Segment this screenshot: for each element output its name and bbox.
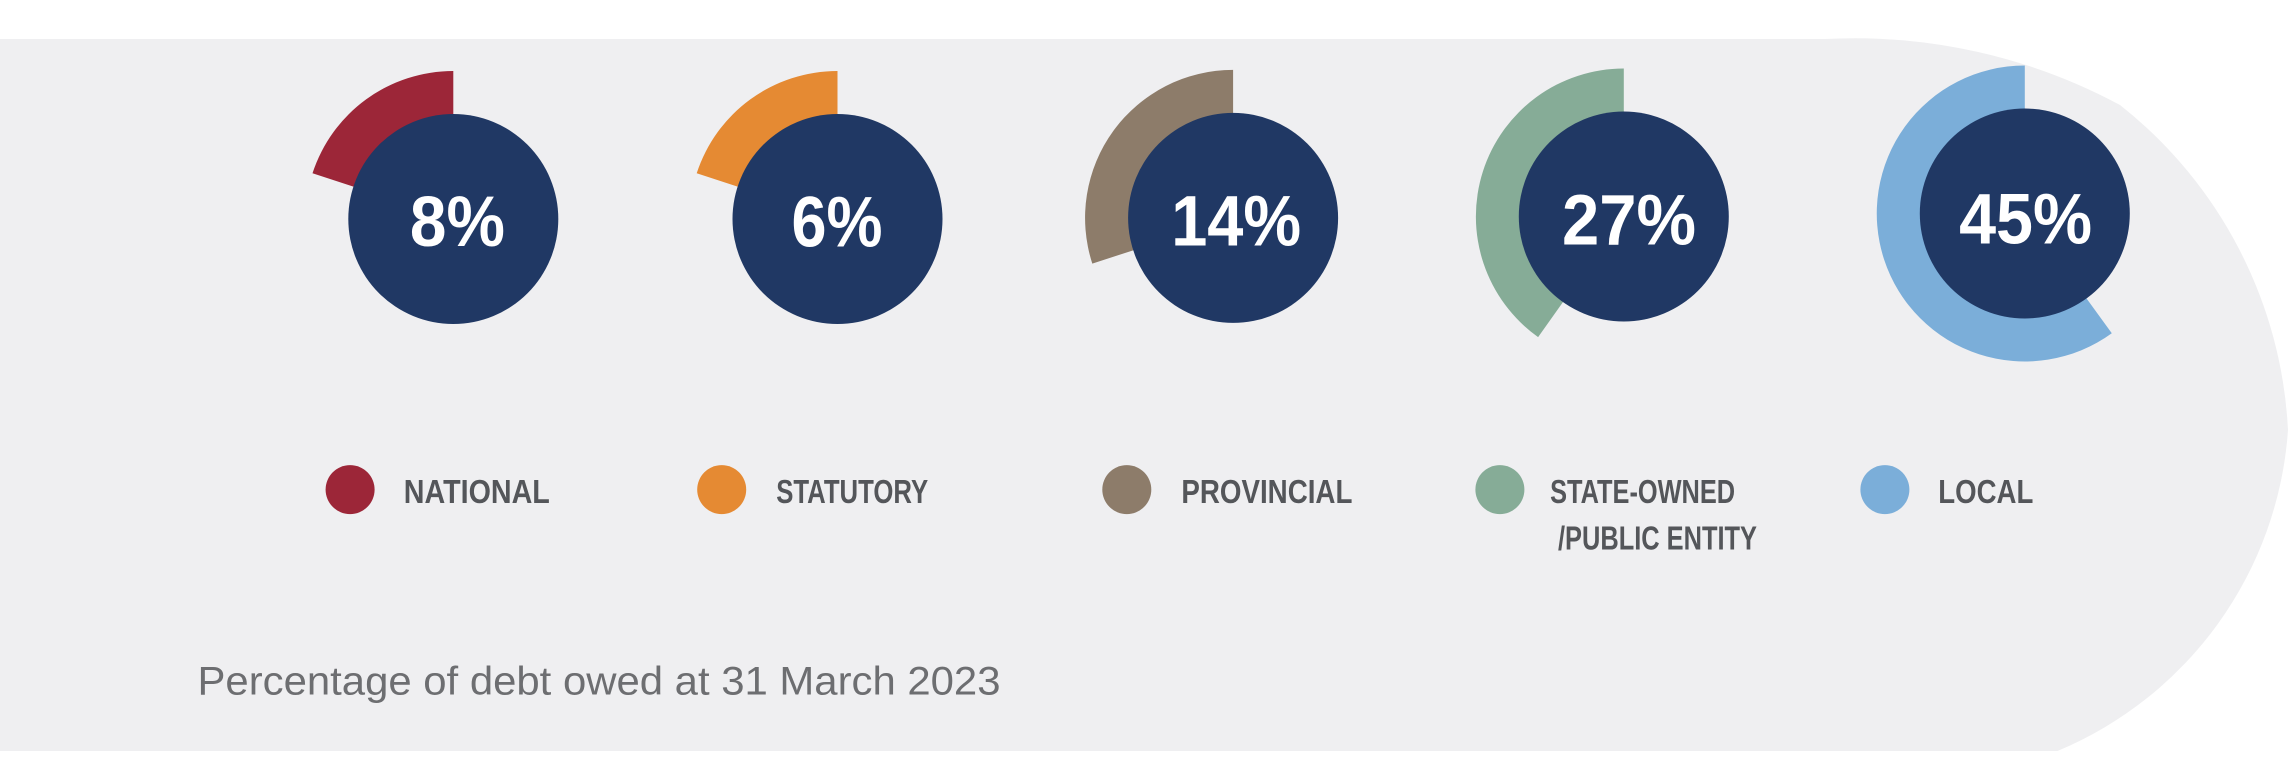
svg-text:/PUBLIC ENTITY: /PUBLIC ENTITY (1558, 520, 1757, 557)
svg-text:LOCAL: LOCAL (1938, 473, 2033, 510)
svg-text:8%: 8% (410, 183, 505, 262)
svg-text:STATE-OWNED: STATE-OWNED (1550, 473, 1735, 510)
svg-text:STATUTORY: STATUTORY (776, 473, 928, 510)
svg-text:14%: 14% (1171, 183, 1301, 262)
svg-text:45%: 45% (1959, 181, 2092, 260)
svg-text:PROVINCIAL: PROVINCIAL (1181, 473, 1352, 510)
svg-text:Percentage of debt owed at 31: Percentage of debt owed at 31 March 2023 (198, 660, 1001, 704)
svg-text:27%: 27% (1562, 182, 1696, 261)
svg-text:NATIONAL: NATIONAL (404, 473, 550, 510)
svg-text:6%: 6% (792, 184, 883, 263)
